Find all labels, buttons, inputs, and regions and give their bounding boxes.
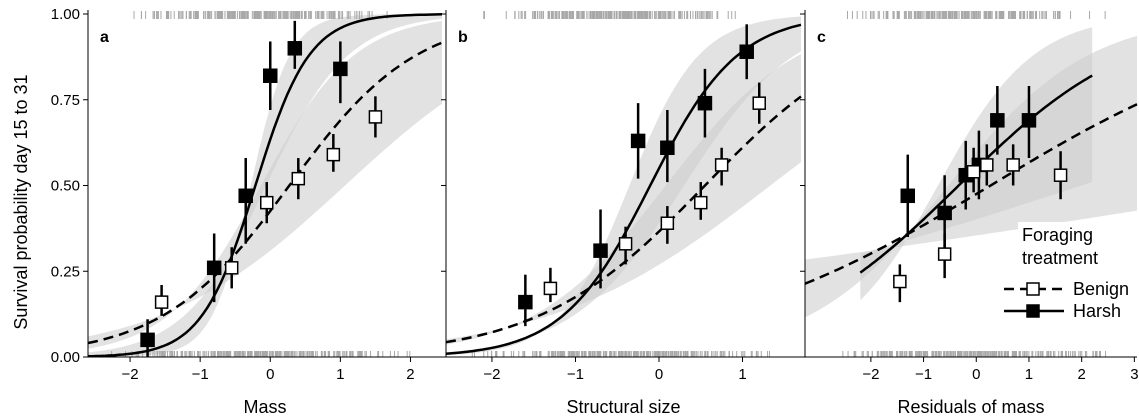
y-tick-label: 0.50: [51, 178, 80, 195]
rug-marks: [471, 11, 770, 357]
x-tick-label: −2: [122, 366, 139, 383]
x-tick-label: 1: [1025, 366, 1033, 383]
legend-harsh-marker: [1026, 304, 1040, 318]
fit-curve-benign: [445, 95, 802, 344]
data-point-harsh: [630, 133, 646, 149]
data-point-benign: [543, 281, 558, 296]
data-point-benign: [694, 195, 708, 210]
data-point-harsh: [937, 205, 952, 221]
legend-benign-label: Benign: [1073, 279, 1129, 299]
ci-band-benign: [446, 54, 801, 345]
data-point-harsh: [206, 260, 222, 276]
x-tick-label: −1: [915, 366, 932, 383]
data-point-harsh: [660, 140, 675, 156]
x-axis-title: Mass: [243, 397, 286, 417]
data-point-benign: [154, 295, 169, 309]
y-tick-label: 0.75: [51, 92, 80, 109]
x-tick-label: 2: [1077, 366, 1085, 383]
rug-marks: [842, 11, 1107, 357]
x-tick-label: −1: [192, 366, 209, 383]
ci-band-benign: [88, 21, 442, 349]
data-point-benign: [966, 165, 981, 179]
data-point-benign: [618, 237, 633, 251]
data-point-harsh: [140, 332, 155, 348]
x-tick-label: 1: [336, 366, 344, 383]
panel-letter: c: [817, 29, 826, 46]
data-point-benign: [714, 158, 729, 172]
data-point-benign: [368, 110, 383, 124]
x-tick-label: −2: [483, 366, 500, 383]
x-tick-label: 2: [406, 366, 414, 383]
data-point-benign: [326, 147, 341, 162]
data-point-harsh: [697, 95, 713, 111]
data-point-harsh: [900, 188, 916, 204]
legend: Foraging treatment Benign Harsh: [1004, 222, 1138, 328]
y-tick-label: 1.00: [51, 6, 80, 23]
data-point-harsh: [990, 113, 1005, 128]
data-point-benign: [893, 274, 907, 289]
x-tick-label: 0: [266, 366, 274, 383]
panel-letter: b: [458, 29, 468, 46]
data-point-harsh: [238, 188, 253, 204]
x-tick-label: 1: [738, 366, 746, 383]
x-tick-label: −1: [567, 366, 584, 383]
legend-title-line2: treatment: [1022, 248, 1098, 268]
x-tick-label: 0: [972, 366, 980, 383]
rug-marks: [111, 11, 411, 357]
legend-title-line1: Foraging: [1022, 225, 1093, 245]
x-axis-title: Residuals of mass: [897, 397, 1044, 417]
data-point-harsh: [263, 68, 278, 83]
data-point-harsh: [593, 243, 608, 258]
panel-b: −2 −1 0 1 b Structural size: [441, 10, 802, 417]
data-point-benign: [980, 158, 994, 172]
x-tick-label: 3: [1130, 366, 1138, 383]
data-point-benign: [937, 247, 952, 261]
y-axis-title: Survival probability day 15 to 31: [11, 74, 31, 329]
data-point-harsh: [287, 41, 303, 56]
data-point-harsh: [518, 294, 533, 310]
data-point-benign: [752, 96, 766, 110]
data-point-harsh: [333, 61, 348, 77]
data-point-benign: [224, 261, 239, 275]
legend-benign-marker: [1026, 282, 1040, 296]
data-point-harsh: [739, 44, 754, 59]
data-point-benign: [1053, 168, 1068, 182]
y-tick-label: 0.25: [51, 263, 80, 280]
panel-c: −2 −1 0 1 2 3 c Residuals of mass: [800, 10, 1139, 417]
x-tick-label: 0: [655, 366, 663, 383]
panel-a: −2 −1 0 1 2 0.00 0.25 0.50 0.75 1.00 a Mass: [51, 6, 443, 417]
panel-letter: a: [100, 29, 109, 46]
legend-harsh-label: Harsh: [1073, 301, 1121, 321]
data-point-benign: [660, 216, 675, 230]
fit-curve-benign: [87, 41, 443, 345]
x-axis-title: Structural size: [566, 397, 680, 417]
x-tick-label: −2: [862, 366, 879, 383]
data-point-benign: [260, 195, 274, 210]
data-point-benign: [291, 171, 306, 186]
data-point-benign: [1006, 158, 1020, 172]
y-tick-label: 0.00: [51, 349, 80, 366]
ci-band-harsh: [446, 16, 801, 356]
data-point-harsh: [1021, 113, 1037, 128]
